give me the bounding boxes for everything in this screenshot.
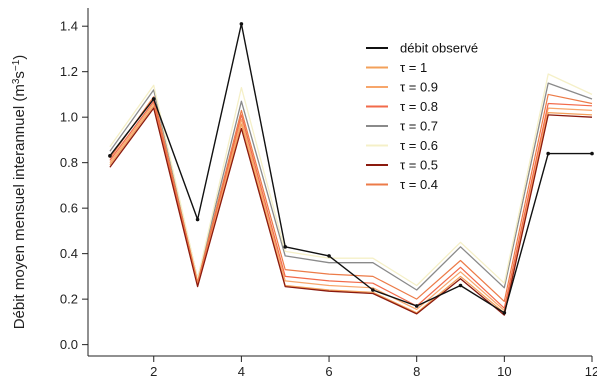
x-tick-label: 10 [497, 364, 511, 378]
series-point-0 [327, 254, 331, 258]
y-tick-label: 0.4 [60, 246, 78, 261]
series-point-0 [108, 154, 112, 158]
series-point-0 [458, 283, 463, 288]
x-tick-label: 8 [413, 364, 420, 378]
series-point-0 [546, 151, 550, 156]
series-point-0 [502, 310, 507, 315]
y-tick-label: 0.0 [60, 337, 78, 352]
series-line-7 [109, 93, 593, 302]
legend: débit observé τ = 1 τ = 0.9 τ = 0.8 τ = 0.7 τ… [366, 41, 478, 192]
legend-label: τ = 0.5 [400, 158, 438, 173]
y-tick-label: 1.2 [60, 64, 78, 79]
axes: 0.0 0.2 0.4 0.6 0.8 1.0 1.2 1.4 2 4 6 8 10 12 [60, 8, 597, 378]
legend-label: τ = 1 [400, 60, 427, 75]
y-tick-label: 0.6 [60, 201, 78, 216]
legend-label: débit observé [400, 41, 478, 56]
legend-label: τ = 0.9 [400, 80, 438, 95]
series-line-6 [109, 107, 593, 316]
series-point-0 [195, 217, 200, 222]
series-point-0 [590, 151, 594, 156]
x-tick-label: 12 [585, 364, 597, 378]
series-line-3 [109, 100, 593, 309]
legend-label: τ = 0.8 [400, 99, 438, 114]
series-layer [108, 22, 594, 316]
series-point-0 [414, 304, 419, 308]
legend-label: τ = 0.4 [400, 177, 438, 192]
legend-label: τ = 0.7 [400, 119, 438, 134]
y-axis-label: Débit moyen mensuel interannuel (m3s−1) [11, 55, 29, 330]
y-tick-label: 1.0 [60, 110, 78, 125]
series-point-0 [151, 97, 156, 101]
series-line-5 [109, 73, 593, 287]
y-tick-label: 1.4 [60, 19, 78, 34]
x-tick-label: 6 [325, 364, 332, 378]
y-tick-label: 0.2 [60, 292, 78, 307]
series-point-0 [283, 245, 288, 249]
x-tick-label: 2 [150, 364, 157, 378]
x-tick-label: 4 [238, 364, 245, 378]
series-point-0 [371, 288, 375, 292]
series-line-0 [109, 23, 592, 314]
y-tick-label: 0.8 [60, 155, 78, 170]
series-point-0 [239, 22, 244, 26]
legend-label: τ = 0.6 [400, 138, 438, 153]
